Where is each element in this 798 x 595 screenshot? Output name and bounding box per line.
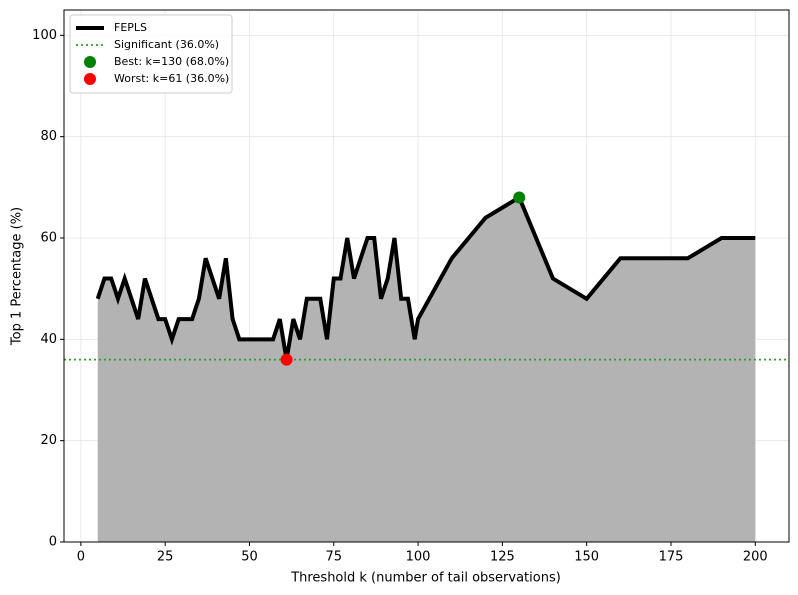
legend-label: Significant (36.0%) bbox=[114, 38, 219, 51]
x-tick-label: 100 bbox=[406, 550, 431, 565]
x-axis-label: Threshold k (number of tail observations… bbox=[290, 571, 561, 586]
legend-label: FEPLS bbox=[114, 21, 147, 34]
x-tick-label: 25 bbox=[157, 550, 174, 565]
x-tick-label: 0 bbox=[77, 550, 85, 565]
plot-frame bbox=[63, 9, 790, 543]
x-tick-label: 50 bbox=[241, 550, 258, 565]
x-tick-label: 75 bbox=[325, 550, 342, 565]
area bbox=[97, 197, 756, 542]
y-tick-label: 40 bbox=[40, 332, 57, 347]
legend-label: Worst: k=61 (36.0%) bbox=[114, 72, 229, 85]
x-tick-label: 150 bbox=[574, 550, 599, 565]
y-tick-label: 60 bbox=[40, 231, 57, 246]
x-tick-label: 125 bbox=[490, 550, 515, 565]
y-tick-label: 20 bbox=[40, 433, 57, 448]
legend-label: Best: k=130 (68.0%) bbox=[114, 55, 229, 68]
x-tick-label: 175 bbox=[659, 550, 684, 565]
legend-swatch bbox=[84, 73, 96, 85]
marker bbox=[280, 353, 293, 366]
y-tick-label: 0 bbox=[49, 535, 57, 550]
legend: FEPLS Significant (36.0%) Best: k=130 (68.… bbox=[69, 14, 233, 94]
legend-box bbox=[69, 14, 233, 94]
y-tick-label: 100 bbox=[32, 28, 57, 43]
line bbox=[95, 194, 756, 360]
y-axis-label: Top 1 Percentage (%) bbox=[10, 207, 25, 346]
marker bbox=[513, 191, 526, 204]
x-tick-label: 200 bbox=[743, 550, 768, 565]
y-tick-label: 80 bbox=[40, 129, 57, 144]
legend-swatch bbox=[84, 56, 96, 68]
